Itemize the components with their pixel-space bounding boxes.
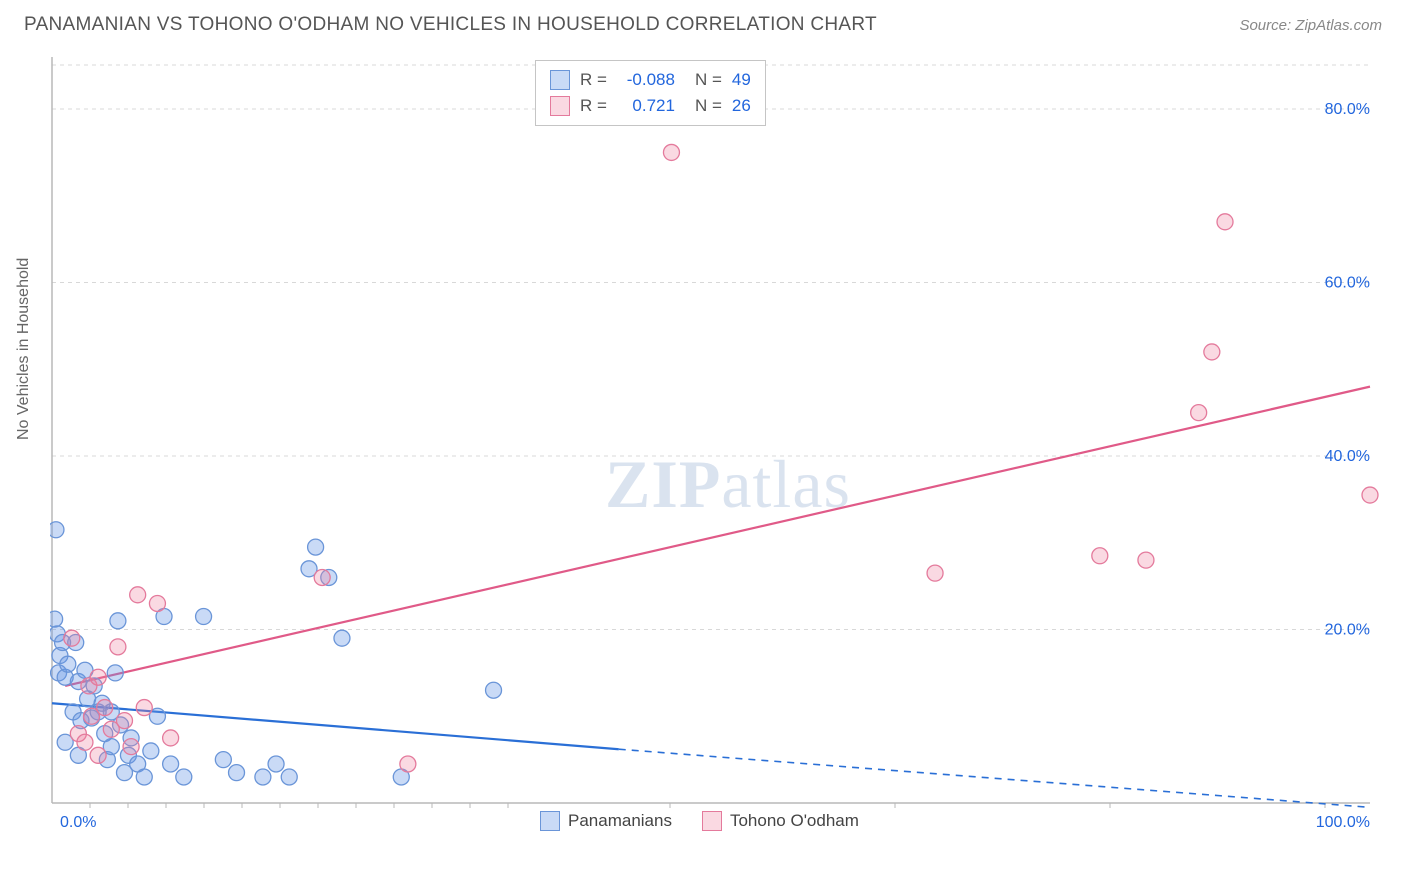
legend-n-label: N = [695, 93, 722, 119]
chart-area: 20.0% 40.0% 60.0% 80.0% 0.0% 100.0% R = -0.08… [50, 55, 1380, 835]
legend-label: Tohono O'odham [730, 811, 859, 831]
legend-item-panamanian: Panamanians [540, 811, 672, 831]
svg-text:80.0%: 80.0% [1325, 101, 1370, 118]
legend-row-tohono: R = 0.721 N = 26 [550, 93, 751, 119]
legend-swatch-icon [550, 96, 570, 116]
legend-r-value: -0.088 [617, 67, 675, 93]
legend-item-tohono: Tohono O'odham [702, 811, 859, 831]
legend-n-value: 26 [732, 93, 751, 119]
series-legend: Panamanians Tohono O'odham [540, 811, 859, 831]
svg-text:60.0%: 60.0% [1325, 275, 1370, 292]
legend-r-label: R = [580, 67, 607, 93]
y-axis-label: No Vehicles in Household [15, 258, 33, 440]
svg-text:40.0%: 40.0% [1325, 448, 1370, 465]
svg-text:100.0%: 100.0% [1316, 814, 1370, 831]
svg-text:0.0%: 0.0% [60, 814, 96, 831]
legend-row-panamanian: R = -0.088 N = 49 [550, 67, 751, 93]
legend-swatch-icon [550, 70, 570, 90]
scatter-plot: 20.0% 40.0% 60.0% 80.0% 0.0% 100.0% [50, 55, 1380, 835]
legend-r-label: R = [580, 93, 607, 119]
legend-n-label: N = [695, 67, 722, 93]
chart-title: PANAMANIAN VS TOHONO O'ODHAM NO VEHICLES… [24, 14, 877, 36]
correlation-legend: R = -0.088 N = 49 R = 0.721 N = 26 [535, 60, 766, 126]
legend-swatch-icon [540, 811, 560, 831]
legend-n-value: 49 [732, 67, 751, 93]
legend-label: Panamanians [568, 811, 672, 831]
legend-r-value: 0.721 [617, 93, 675, 119]
legend-swatch-icon [702, 811, 722, 831]
chart-header: PANAMANIAN VS TOHONO O'ODHAM NO VEHICLES… [0, 0, 1406, 44]
chart-source: Source: ZipAtlas.com [1239, 17, 1382, 34]
svg-text:20.0%: 20.0% [1325, 622, 1370, 639]
